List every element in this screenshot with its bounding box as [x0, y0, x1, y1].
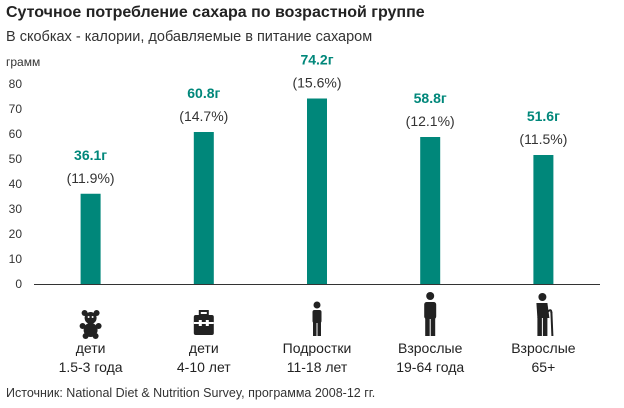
y-tick-label: 80: [9, 77, 23, 91]
y-axis-label: грамм: [6, 55, 40, 69]
chart-title: Суточное потребление сахара по возрастно…: [6, 4, 425, 21]
bar-percent-label: (15.6%): [292, 75, 341, 91]
bar-value-label: 51.6г: [527, 108, 560, 124]
adult-person-icon: [424, 292, 437, 336]
elderly-person-cane-icon: [536, 293, 554, 337]
bar: [193, 132, 214, 284]
y-tick-label: 30: [9, 202, 23, 216]
x-category-sublabel: 11-18 лет: [287, 359, 348, 375]
x-category-sublabel: 65+: [532, 359, 556, 375]
y-tick-label: 70: [9, 102, 23, 116]
y-tick-label: 40: [9, 177, 23, 191]
bar-percent-label: (14.7%): [179, 108, 228, 124]
x-category-label: Подростки: [283, 340, 352, 356]
x-category-sublabel: 4-10 лет: [177, 359, 231, 375]
bar-value-label: 58.8г: [414, 90, 447, 106]
y-tick-label: 20: [9, 227, 23, 241]
y-tick-label: 10: [9, 252, 23, 266]
bar: [307, 98, 327, 284]
bar-percent-label: (11.9%): [67, 170, 115, 186]
bar-chart: грамм 0 10 20 30 40 50 60 70 80 36.1г (11.9%) 60.8…: [6, 52, 600, 375]
bar-percent-label: (12.1%): [406, 113, 455, 129]
bar-value-label: 60.8г: [187, 85, 220, 101]
bar-value-label: 74.2г: [300, 52, 333, 68]
chart-subtitle: В скобках - калории, добавляемые в питан…: [6, 29, 373, 45]
schoolbag-icon: [193, 310, 214, 335]
bar: [533, 155, 554, 284]
x-category-label: дети: [189, 340, 219, 356]
y-tick-label: 60: [9, 127, 23, 141]
teddy-bear-icon: [79, 310, 102, 339]
x-category-sublabel: 19-64 года: [396, 359, 464, 375]
y-tick-label: 0: [15, 277, 22, 291]
bar: [80, 193, 101, 284]
x-category-label: Взрослые: [398, 340, 463, 356]
bar-value-label: 36.1г: [74, 147, 107, 163]
bar-percent-label: (11.5%): [519, 131, 567, 147]
x-category-label: дети: [76, 340, 106, 356]
x-category-label: Взрослые: [511, 340, 576, 356]
teen-person-icon: [312, 301, 322, 336]
source-note: Источник: National Diet & Nutrition Surv…: [6, 386, 376, 400]
x-category-sublabel: 1.5-3 года: [59, 359, 123, 375]
bar: [420, 137, 441, 284]
y-tick-label: 50: [9, 152, 23, 166]
